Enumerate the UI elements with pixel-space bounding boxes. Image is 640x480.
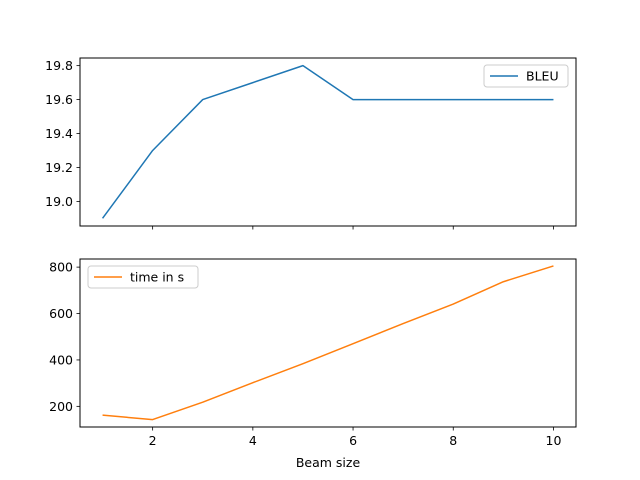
time-panel: 200 400 600 800 2 4 6 8 10 time in s — [49, 258, 577, 448]
x-tick-label: 6 — [349, 433, 357, 448]
x-tick-label: 2 — [149, 433, 157, 448]
y-tick-label: 200 — [49, 399, 73, 414]
legend-label: time in s — [130, 270, 184, 285]
legend-box — [87, 265, 199, 289]
y-tick-label: 19.6 — [45, 92, 73, 107]
legend: time in s — [87, 265, 199, 289]
x-tick-label: 10 — [546, 433, 562, 448]
y-tick-label: 19.0 — [45, 194, 73, 209]
legend-label: BLEU — [526, 69, 559, 84]
y-tick-label: 19.2 — [45, 160, 73, 175]
bleu-panel: 19.0 19.2 19.4 19.6 19.8 BLEU — [45, 57, 577, 230]
y-tick-label: 800 — [49, 260, 73, 275]
series-line-time-in-s — [102, 265, 554, 421]
y-tick-label: 19.4 — [45, 126, 73, 141]
x-tick-label: 8 — [449, 433, 457, 448]
y-tick-label: 600 — [49, 306, 73, 321]
series-line-bleu — [101, 64, 554, 219]
x-axis-label: Beam size — [296, 455, 361, 470]
x-tick-label: 4 — [249, 433, 257, 448]
axes-frame — [79, 258, 577, 428]
legend-box — [483, 64, 569, 88]
legend: BLEU — [483, 64, 569, 88]
y-tick-label: 400 — [49, 352, 73, 367]
axes-frame — [79, 57, 577, 227]
y-tick-label: 19.8 — [45, 58, 73, 73]
